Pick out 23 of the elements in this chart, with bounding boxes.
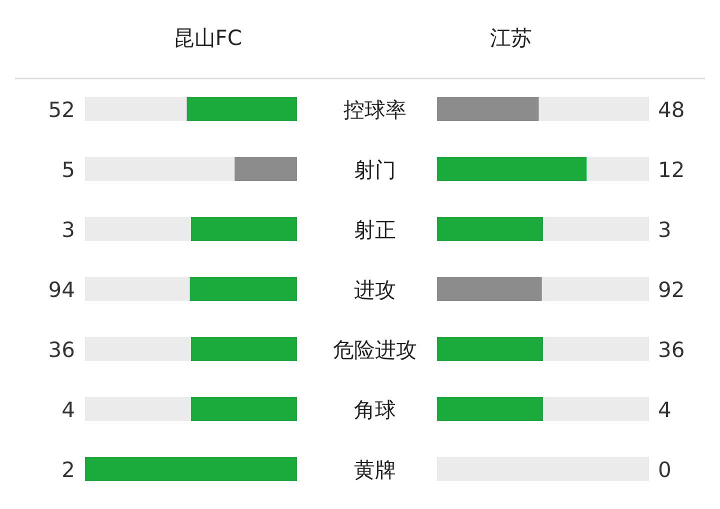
data-label: 5 [62, 158, 75, 182]
data-label: 4 [658, 398, 672, 422]
data-label: 0 [658, 458, 672, 482]
data-label: 52 [48, 98, 75, 122]
data-label: 92 [658, 278, 685, 302]
category-label: 射正 [354, 218, 396, 242]
data-label: 48 [658, 98, 685, 122]
data-label: 36 [48, 338, 75, 362]
data-label: 2 [62, 458, 75, 482]
category-label: 射门 [354, 158, 396, 182]
category-label: 危险进攻 [333, 338, 417, 362]
text: 昆山FC [173, 26, 242, 50]
data-label: 3 [658, 218, 672, 242]
data-label: 4 [62, 398, 75, 422]
data-label: 12 [658, 158, 685, 182]
category-label: 角球 [354, 398, 396, 422]
data-label: 3 [62, 218, 75, 242]
category-label: 控球率 [344, 98, 406, 122]
category-label: 黄牌 [354, 458, 396, 482]
data-label: 94 [48, 278, 75, 302]
data-label: 36 [658, 338, 685, 362]
category-label: 进攻 [354, 278, 396, 302]
text: 江苏 [490, 26, 532, 50]
